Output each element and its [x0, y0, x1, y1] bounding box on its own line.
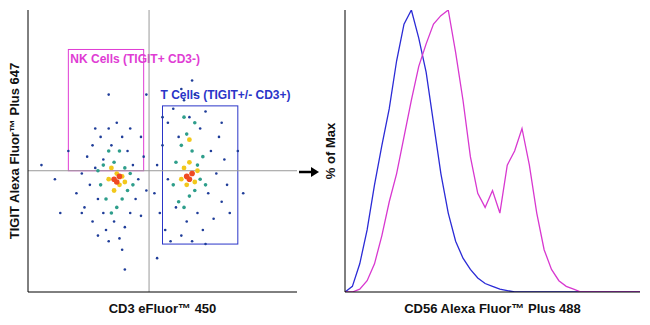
svg-text:CD56 Alexa Fluor™ Plus 488: CD56 Alexa Fluor™ Plus 488 [404, 301, 581, 316]
svg-text:NK Cells (TIGIT+ CD3-): NK Cells (TIGIT+ CD3-) [70, 52, 200, 66]
svg-text:CD3 eFluor™ 450: CD3 eFluor™ 450 [109, 301, 217, 316]
svg-text:% of Max: % of Max [323, 122, 338, 179]
svg-text:TIGIT Alexa Fluor™ Plus 647: TIGIT Alexa Fluor™ Plus 647 [8, 63, 22, 240]
svg-text:T Cells (TIGIT+/- CD3+): T Cells (TIGIT+/- CD3+) [161, 88, 291, 102]
